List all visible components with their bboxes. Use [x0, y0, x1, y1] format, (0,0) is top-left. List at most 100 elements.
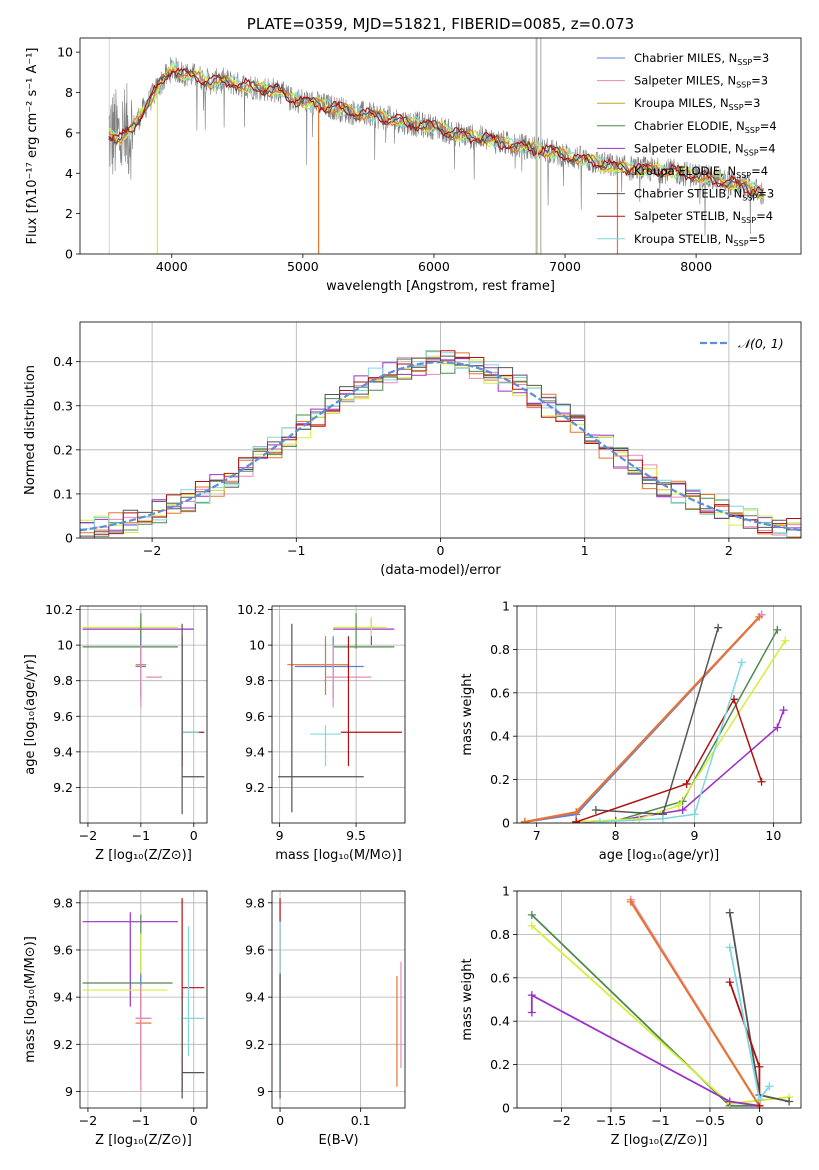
plus-marker: [714, 623, 723, 632]
x-tick-label: 9: [691, 828, 699, 843]
x-tick-label: 10: [765, 828, 781, 843]
x-tick-label: 0.1: [351, 1113, 371, 1128]
plot-area: [108, 38, 765, 254]
y-tick-label: 9.8: [53, 673, 73, 688]
weight-line: [599, 662, 743, 823]
x-tick-label: −2: [552, 1113, 570, 1128]
plus-marker: [725, 1097, 734, 1106]
plus-marker: [779, 706, 788, 715]
y-tick-label: 0.2: [53, 442, 73, 457]
plot-area: [82, 898, 205, 1099]
y-tick-label: 9.6: [245, 709, 265, 724]
panel-massweight-vs-Z: −2 −1.5 −1 −0.5 0 0 0.2 0.4 0.6 0.8 1 Z [log₁₀(Z/Z⊙…: [460, 884, 802, 1148]
y-tick-label: 10.2: [237, 602, 265, 617]
x-axis-label: E(B-V): [318, 1133, 358, 1148]
x-tick-label: −1: [651, 1113, 669, 1128]
x-tick-label: 9: [276, 828, 284, 843]
y-axis-label: mass weight: [460, 958, 475, 1040]
y-tick-label: 0.2: [490, 772, 510, 787]
y-tick-label: 4: [65, 166, 73, 181]
plus-marker: [527, 991, 536, 1000]
y-tick-label: 9.2: [53, 780, 73, 795]
y-tick-label: 0: [65, 247, 73, 262]
panel-massweight-vs-age: 7 8 9 10 0 0.2 0.4 0.6 0.8 1 age [log₁₀(age/yr)] ma…: [460, 599, 802, 863]
plus-marker: [757, 777, 766, 786]
weight-line: [531, 914, 760, 1107]
axes-frame: [79, 37, 802, 255]
axes-frame: [79, 890, 208, 1109]
y-axis-label: Flux [fλ10⁻¹⁷ erg cm⁻² s⁻¹ A⁻¹]: [25, 48, 40, 245]
x-tick-label: 1: [581, 543, 589, 558]
plus-marker: [781, 636, 790, 645]
normal-curve: [80, 360, 801, 532]
plus-marker: [725, 908, 734, 917]
model-spectrum-1: [108, 63, 764, 200]
y-axis-label: Normed distribution: [23, 365, 38, 495]
y-tick-label: 10: [249, 638, 265, 653]
y-tick-label: 10: [57, 638, 73, 653]
plus-marker: [626, 897, 635, 906]
y-tick-label: 1: [502, 599, 510, 614]
plus-marker: [785, 1097, 794, 1106]
y-tick-label: 0: [502, 816, 510, 831]
y-tick-label: 9.2: [53, 1037, 73, 1052]
legend-entry: 𝒩(0, 1): [738, 336, 784, 351]
data-spectrum: [108, 57, 765, 236]
weight-line: [524, 614, 763, 823]
masked-region: [108, 38, 110, 254]
x-tick-label: 0: [437, 543, 445, 558]
x-tick-label: 2: [725, 543, 733, 558]
x-tick-label: 9.5: [346, 828, 366, 843]
x-tick-label: 5000: [287, 259, 319, 274]
legend-entry: Chabrier STELIB, NSSP=3: [634, 187, 774, 203]
plus-marker: [773, 625, 782, 634]
plus-marker: [765, 1082, 774, 1091]
x-tick-label: −1: [287, 543, 305, 558]
y-tick-label: 0.2: [490, 1057, 510, 1072]
chart-title: PLATE=0359, MJD=51821, FIBERID=0085, z=0…: [247, 15, 634, 33]
y-tick-label: 0.4: [490, 729, 510, 744]
x-axis-label: Z [log₁₀(Z/Z⊙)]: [611, 1133, 708, 1148]
panel-age-vs-Z: −2 −1 0 9.2 9.4 9.6 9.8 10 10.2 Z [log₁₀(Z/Z⊙)] ag…: [23, 602, 208, 863]
y-tick-label: 9.8: [245, 895, 265, 910]
plus-marker: [527, 910, 536, 919]
weight-line: [576, 640, 786, 823]
plus-marker: [729, 695, 738, 704]
y-tick-label: 10.2: [45, 602, 73, 617]
weight-line: [728, 947, 771, 1102]
y-tick-label: 0: [65, 531, 73, 546]
x-axis-label: mass [log₁₀(M/M⊙)]: [275, 848, 402, 863]
y-axis-label: mass weight: [460, 673, 475, 755]
plus-marker: [690, 810, 699, 819]
plus-marker: [527, 1008, 536, 1017]
x-tick-label: 0: [190, 1113, 198, 1128]
axes-frame: [271, 890, 406, 1109]
x-axis-label: wavelength [Angstrom, rest frame]: [326, 279, 555, 294]
y-tick-label: 2: [65, 206, 73, 221]
plot-area: [82, 613, 205, 815]
x-axis-label: age [log₁₀(age/yr)]: [599, 848, 720, 863]
x-tick-label: −1.5: [596, 1113, 626, 1128]
x-tick-label: −2: [79, 828, 97, 843]
plot-area: [279, 898, 402, 1099]
x-tick-label: −1: [132, 828, 150, 843]
weight-line: [576, 629, 778, 823]
y-tick-label: 8: [65, 85, 73, 100]
axes-frame: [516, 890, 802, 1109]
y-axis-label: mass [log₁₀(M/M⊙)]: [23, 936, 38, 1063]
weight-line: [575, 697, 763, 823]
plus-marker: [572, 808, 581, 817]
y-tick-label: 9.2: [245, 780, 265, 795]
x-axis-label: Z [log₁₀(Z/Z⊙)]: [95, 1133, 192, 1148]
axes-frame: [79, 605, 208, 824]
plus-marker: [635, 814, 644, 823]
y-tick-label: 1: [502, 884, 510, 899]
plus-marker: [682, 779, 691, 788]
y-tick-label: 9.6: [245, 942, 265, 957]
plus-marker: [591, 805, 600, 814]
plot-area: [520, 610, 790, 823]
plus-marker: [773, 723, 782, 732]
y-tick-label: 0.6: [490, 970, 510, 985]
x-tick-label: −0.5: [695, 1113, 725, 1128]
axes-frame: [271, 605, 406, 824]
